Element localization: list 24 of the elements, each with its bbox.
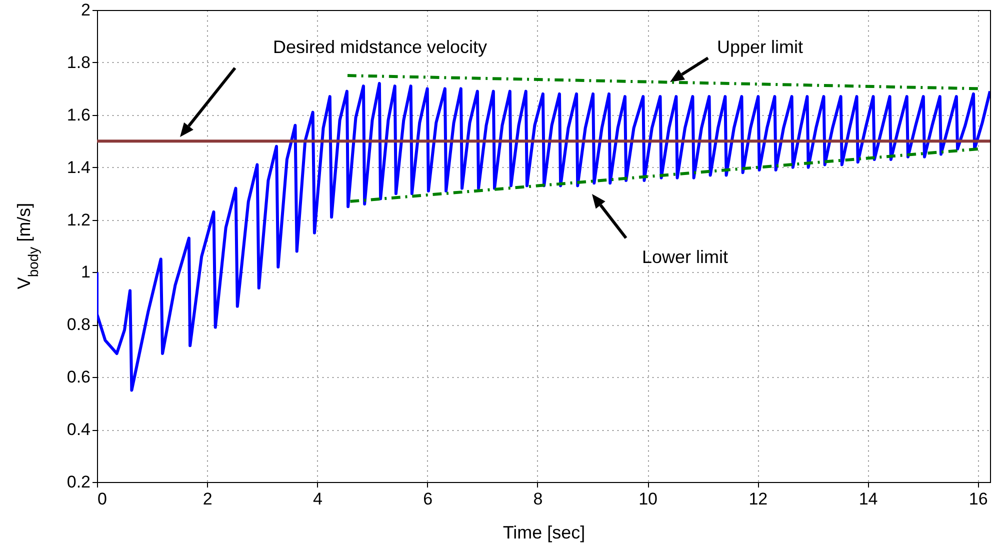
x-tick-label: 12: [748, 490, 768, 508]
x-tick-label: 0: [98, 490, 107, 508]
x-tick-label: 2: [202, 490, 212, 508]
y-tick-label: 0.8: [66, 315, 90, 334]
line-series: [97, 82, 990, 392]
x-axis-title: Time [sec]: [502, 522, 586, 542]
x-tick-label: 4: [312, 490, 322, 508]
y-tick-label: 1.8: [66, 52, 90, 72]
y-tick-label: 0.2: [66, 472, 90, 492]
x-tick-label: 16: [968, 490, 988, 508]
y-tick-label: 0.6: [66, 368, 90, 387]
y-tick-label: 1.4: [66, 158, 90, 177]
y-tick-label: 1.2: [66, 210, 90, 230]
annotation: Upper limit: [716, 37, 804, 57]
y-tick-label: 2: [81, 0, 90, 20]
x-tick-label: 8: [533, 490, 543, 508]
x-tick-label: 6: [423, 490, 433, 508]
y-tick-label: 0.4: [66, 420, 90, 440]
annotation: Lower limit: [642, 247, 728, 267]
y-tick-label: 1.6: [66, 105, 90, 124]
annotation: Desired midstance velocity: [272, 37, 488, 57]
x-tick-label: 10: [638, 490, 658, 508]
y-tick-label: 1: [81, 262, 90, 282]
x-tick-label: 14: [858, 490, 878, 508]
